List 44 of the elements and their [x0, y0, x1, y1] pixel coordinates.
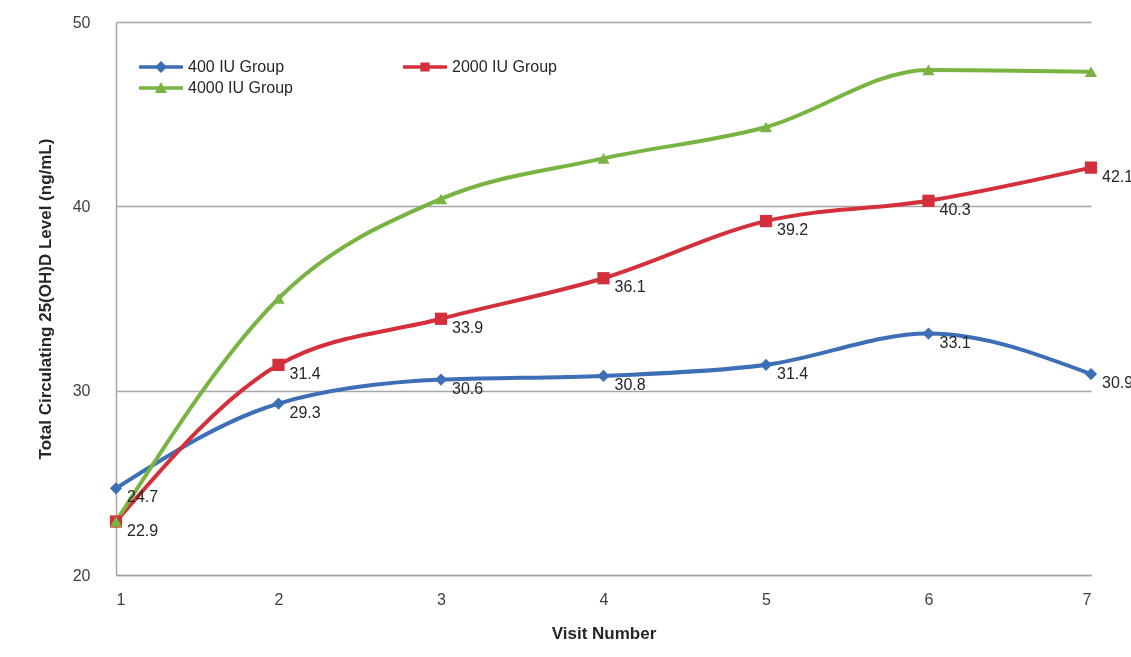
y-axis-title: Total Circulating 25(OH)D Level (ng/mL): [35, 138, 55, 460]
data-label: 30.8: [614, 375, 646, 393]
point: [922, 64, 935, 76]
data-label: 40.3: [939, 200, 971, 218]
y-tick-label: 40: [72, 197, 91, 215]
data-label: 39.2: [777, 221, 809, 239]
point: [759, 214, 773, 228]
data-label: 33.1: [939, 333, 971, 351]
x-tick-label: 3: [437, 590, 447, 608]
point: [272, 397, 285, 410]
x-tick-label: 2: [274, 590, 284, 608]
point: [759, 121, 773, 133]
point: [1084, 66, 1098, 78]
legend-label: 400 IU Group: [188, 58, 285, 75]
data-label: 22.9: [127, 521, 159, 539]
data-label: 36.1: [614, 278, 646, 296]
point: [1084, 161, 1098, 174]
point: [434, 373, 448, 386]
data-label: 29.3: [289, 403, 321, 421]
x-tick-label: 5: [762, 590, 772, 608]
data-label: 31.4: [777, 364, 809, 382]
x-tick-label: 7: [1082, 590, 1092, 608]
point: [597, 272, 610, 285]
x-tick-label: 4: [599, 590, 609, 608]
y-tick-label: 20: [72, 566, 91, 584]
legend-label: 2000 IU Group: [452, 58, 558, 75]
y-tick-label: 30: [72, 382, 91, 400]
x-tick-label: 6: [924, 590, 934, 608]
data-label: 30.6: [452, 379, 484, 397]
point: [597, 153, 610, 164]
point: [272, 358, 285, 371]
data-label: 33.9: [452, 318, 484, 336]
point: [597, 369, 610, 383]
point: [434, 312, 448, 325]
point: [922, 194, 935, 207]
point: [1084, 367, 1098, 381]
point: [109, 482, 123, 495]
point: [759, 358, 773, 371]
x-tick-label: 1: [116, 590, 126, 608]
point: [434, 193, 448, 205]
data-label: 31.4: [289, 364, 321, 382]
x-axis-title: Visit Number: [551, 623, 657, 643]
y-tick-label: 50: [72, 13, 91, 31]
legend-label: 4000 IU Group: [188, 79, 294, 96]
